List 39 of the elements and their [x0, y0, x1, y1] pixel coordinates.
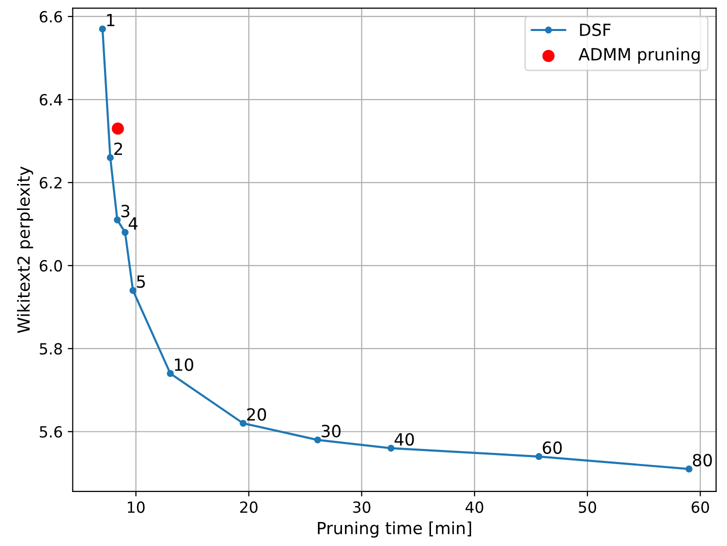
point [130, 287, 136, 294]
annotation: 40 [394, 433, 414, 446]
point [314, 436, 322, 444]
point [114, 216, 121, 224]
annotation: 1 [107, 14, 114, 26]
annotation: 4 [128, 217, 138, 230]
y-tick-label: 5.6 [40, 426, 62, 438]
point [112, 122, 124, 135]
point [240, 420, 247, 427]
x-tick-label: 60 [692, 501, 709, 513]
annotation: 30 [322, 424, 341, 438]
x-tick-label: 10 [128, 501, 145, 513]
legend-label: ADMM pruning [578, 48, 700, 64]
annotation: 20 [247, 408, 266, 421]
point [535, 453, 542, 460]
x-tick-label: 30 [353, 501, 370, 513]
x-tick-label: 40 [466, 501, 484, 513]
x-tick-label: 50 [578, 501, 596, 513]
y-tick-label: 5.8 [40, 343, 62, 355]
point [106, 154, 114, 162]
annotation: 5 [137, 276, 145, 288]
y-tick-label: 6.4 [40, 94, 62, 106]
y-tick-label: 6.2 [40, 177, 62, 189]
y-axis-title: Wikitext2 perplexity [16, 166, 34, 334]
annotation: 3 [121, 204, 130, 218]
point [388, 444, 394, 452]
point [686, 466, 692, 472]
x-axis-title: Pruning time [min] [318, 521, 472, 538]
point [166, 370, 174, 377]
point [122, 228, 129, 236]
point [99, 25, 106, 32]
y-tick-label: 6.6 [40, 10, 62, 23]
annotation: 10 [174, 358, 194, 371]
annotation: 60 [542, 441, 562, 454]
annotation: 80 [692, 454, 712, 466]
y-tick-label: 6.0 [40, 260, 62, 272]
x-tick-label: 20 [240, 501, 258, 513]
annotation: 2 [114, 142, 122, 155]
legend-label: DSF [580, 23, 611, 36]
